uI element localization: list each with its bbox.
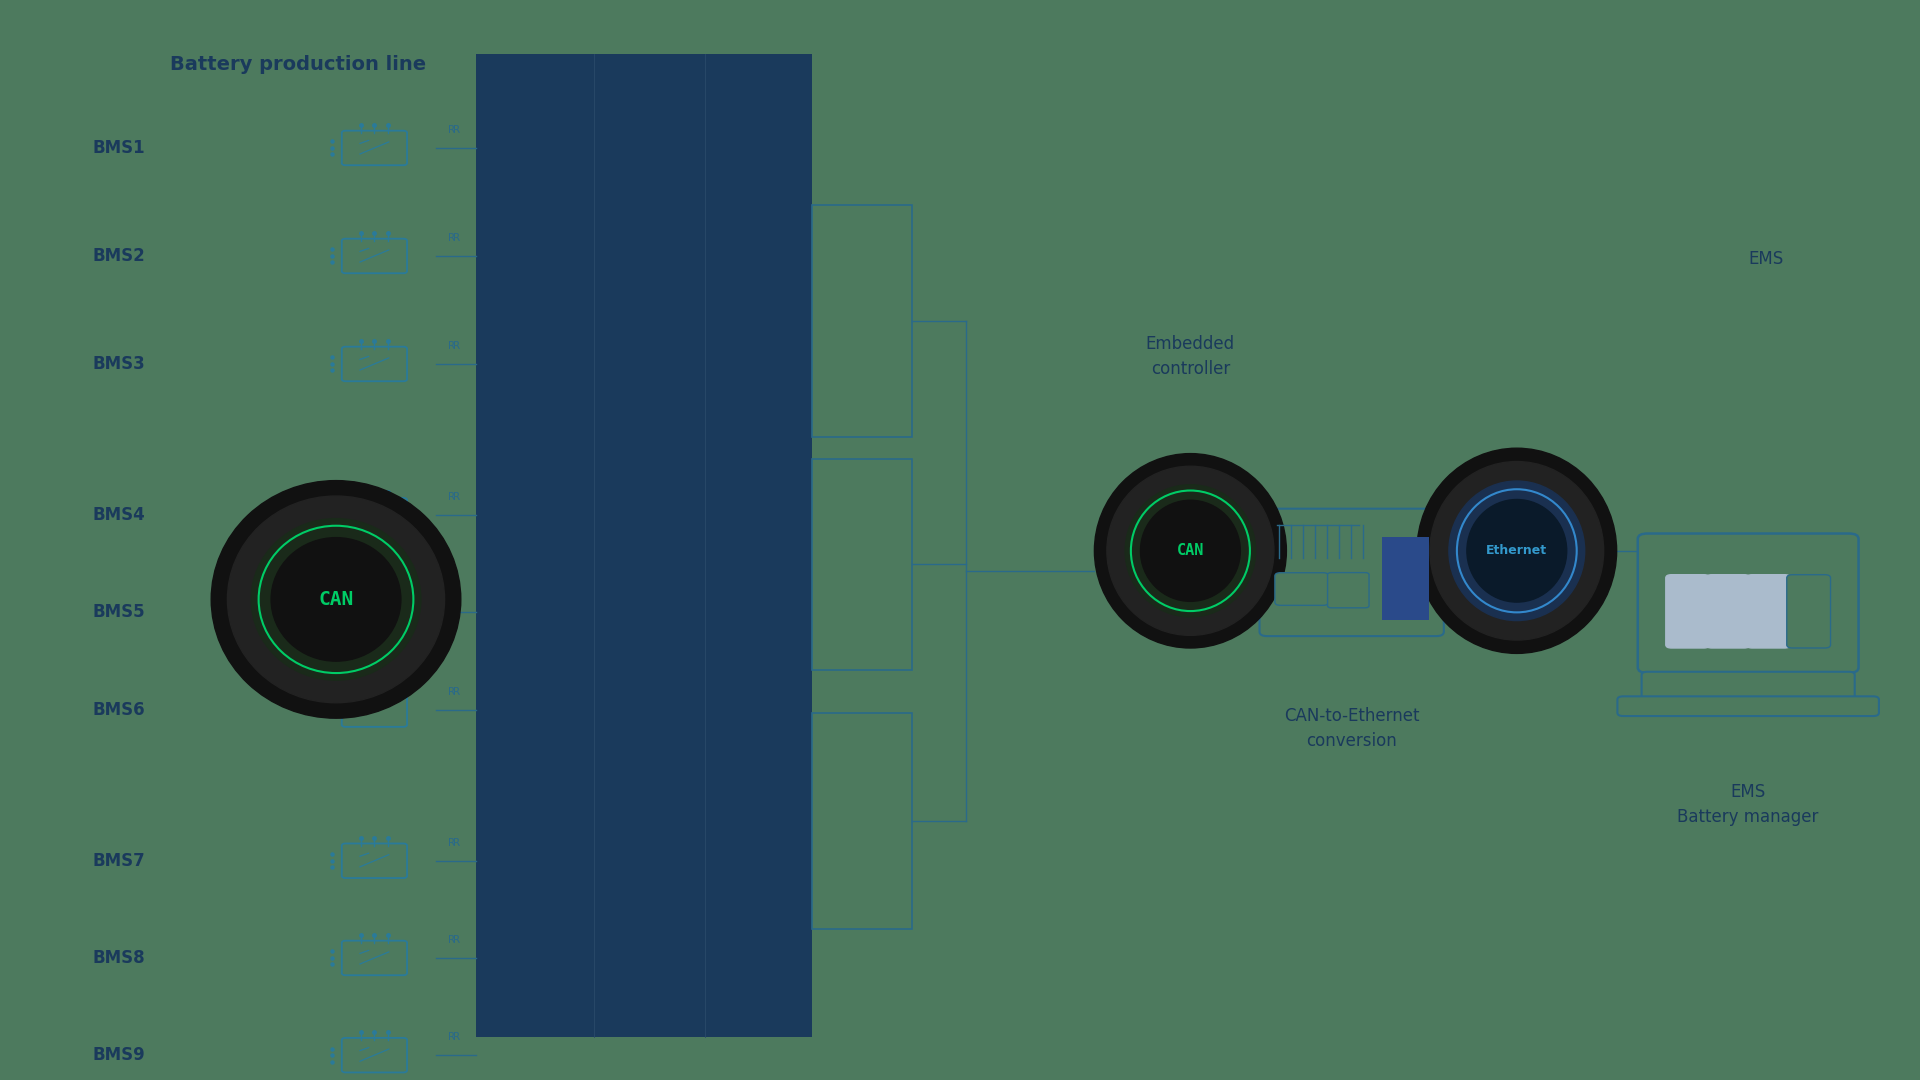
- Text: R: R: [447, 1032, 455, 1042]
- Text: R: R: [453, 687, 461, 697]
- Ellipse shape: [1450, 481, 1584, 621]
- Ellipse shape: [1140, 500, 1240, 602]
- Bar: [812, 459, 912, 670]
- Text: R: R: [447, 341, 455, 351]
- FancyBboxPatch shape: [1260, 509, 1444, 636]
- Text: EMS: EMS: [1749, 251, 1784, 268]
- Text: Battery production line: Battery production line: [169, 55, 426, 75]
- Text: R: R: [447, 935, 455, 945]
- Bar: [812, 205, 912, 437]
- FancyBboxPatch shape: [1275, 572, 1329, 605]
- Ellipse shape: [1125, 485, 1256, 617]
- Ellipse shape: [211, 481, 461, 718]
- Text: BMS2: BMS2: [92, 247, 144, 265]
- Ellipse shape: [1094, 454, 1286, 648]
- Text: BMS1: BMS1: [92, 139, 144, 157]
- Text: Embedded
controller: Embedded controller: [1146, 335, 1235, 378]
- Text: CAN-to-Ethernet
conversion: CAN-to-Ethernet conversion: [1284, 707, 1419, 751]
- Bar: [476, 54, 812, 1037]
- Text: BMS8: BMS8: [92, 949, 144, 967]
- FancyBboxPatch shape: [1788, 575, 1830, 648]
- FancyBboxPatch shape: [1747, 575, 1789, 648]
- Text: CAN: CAN: [319, 590, 353, 609]
- Text: BMS6: BMS6: [92, 701, 144, 718]
- Text: BMS7: BMS7: [92, 852, 144, 869]
- Text: R: R: [453, 233, 461, 243]
- Ellipse shape: [1430, 461, 1603, 640]
- FancyBboxPatch shape: [1667, 575, 1709, 648]
- Text: BMS3: BMS3: [92, 355, 144, 373]
- Ellipse shape: [227, 496, 445, 703]
- Ellipse shape: [252, 518, 420, 680]
- Text: BMS5: BMS5: [92, 604, 144, 621]
- Text: R: R: [447, 233, 455, 243]
- Text: R: R: [447, 590, 455, 599]
- Text: R: R: [447, 838, 455, 848]
- FancyBboxPatch shape: [1617, 697, 1880, 716]
- Text: EMS
Battery manager: EMS Battery manager: [1678, 783, 1818, 826]
- Text: BMS9: BMS9: [92, 1047, 144, 1064]
- Text: R: R: [447, 492, 455, 502]
- Bar: [812, 713, 912, 929]
- Ellipse shape: [1467, 499, 1567, 602]
- FancyBboxPatch shape: [1638, 534, 1859, 673]
- FancyBboxPatch shape: [1382, 537, 1428, 620]
- Ellipse shape: [1106, 467, 1275, 635]
- Ellipse shape: [271, 538, 401, 661]
- Text: CAN: CAN: [1177, 543, 1204, 558]
- FancyBboxPatch shape: [1642, 672, 1855, 703]
- Text: R: R: [453, 341, 461, 351]
- Text: Ethernet: Ethernet: [1486, 544, 1548, 557]
- Text: R: R: [453, 492, 461, 502]
- Text: R: R: [453, 590, 461, 599]
- Text: R: R: [447, 687, 455, 697]
- FancyBboxPatch shape: [1707, 575, 1749, 648]
- Text: R: R: [453, 935, 461, 945]
- Text: R: R: [453, 125, 461, 135]
- Text: R: R: [453, 838, 461, 848]
- Ellipse shape: [1417, 448, 1617, 653]
- Text: R: R: [453, 1032, 461, 1042]
- FancyBboxPatch shape: [1327, 572, 1369, 608]
- Text: R: R: [447, 125, 455, 135]
- Text: BMS4: BMS4: [92, 507, 144, 524]
